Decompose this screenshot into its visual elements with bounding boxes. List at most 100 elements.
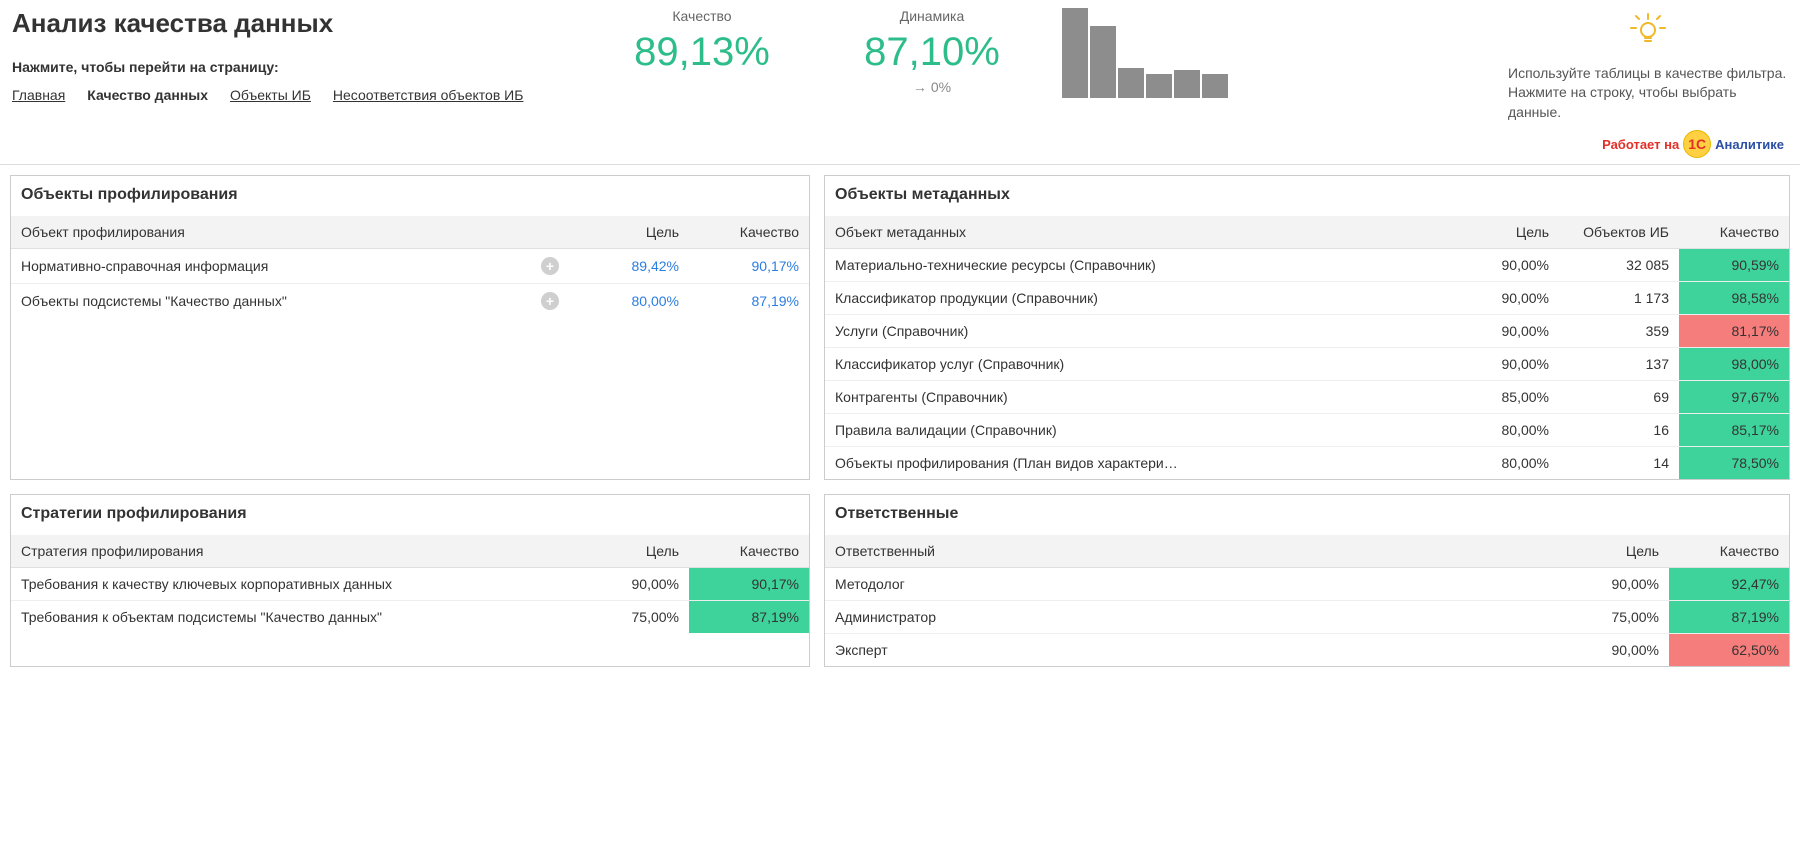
bulb-icon	[1508, 8, 1788, 54]
expand-cell[interactable]: +	[531, 284, 569, 319]
strategies-table: Стратегия профилированияЦельКачество Тре…	[11, 535, 809, 633]
cell-name: Услуги (Справочник)	[825, 315, 1449, 348]
column-header[interactable]: Качество	[1669, 535, 1789, 568]
cell-name: Объекты профилирования (План видов харак…	[825, 447, 1449, 480]
cell-name: Классификатор услуг (Справочник)	[825, 348, 1449, 381]
cell-quality: 81,17%	[1679, 315, 1789, 348]
nav-link[interactable]: Объекты ИБ	[230, 87, 311, 103]
column-header[interactable]: Объектов ИБ	[1559, 216, 1679, 249]
cell-quality: 85,17%	[1679, 414, 1789, 447]
table-row[interactable]: Администратор75,00%87,19%	[825, 601, 1789, 634]
cell-name: Методолог	[825, 568, 1549, 601]
cell-goal: 80,00%	[1449, 447, 1559, 480]
cell-count: 16	[1559, 414, 1679, 447]
bar	[1062, 8, 1088, 98]
plus-icon[interactable]: +	[541, 257, 559, 275]
cell-count: 14	[1559, 447, 1679, 480]
nav-link[interactable]: Качество данных	[87, 87, 208, 103]
table-row[interactable]: Эксперт90,00%62,50%	[825, 634, 1789, 667]
logo-prefix: Работает на	[1602, 137, 1679, 152]
cell-quality: 87,19%	[689, 284, 809, 319]
arrow-right-icon: →	[913, 79, 927, 95]
column-header[interactable]: Цель	[569, 535, 689, 568]
nav-links: Главная Качество данных Объекты ИБ Несоотве…	[12, 87, 572, 103]
column-header[interactable]: Качество	[689, 216, 809, 249]
nav-link[interactable]: Главная	[12, 87, 65, 103]
responsible-table: ОтветственныйЦельКачество Методолог90,00…	[825, 535, 1789, 666]
bar	[1090, 26, 1116, 98]
cell-quality: 98,00%	[1679, 348, 1789, 381]
logo-row: Работает на 1С Аналитике	[0, 122, 1800, 164]
cell-goal: 90,00%	[1549, 568, 1669, 601]
cell-name: Нормативно-справочная информация	[11, 249, 531, 284]
cell-name: Требования к объектам подсистемы "Качест…	[11, 601, 569, 634]
cell-goal: 80,00%	[1449, 414, 1559, 447]
profiling-table: Объект профилирования ЦельКачество Нормат…	[11, 216, 809, 318]
column-header[interactable]: Качество	[1679, 216, 1789, 249]
cell-quality: 62,50%	[1669, 634, 1789, 667]
table-row[interactable]: Классификатор продукции (Справочник)90,0…	[825, 282, 1789, 315]
bar	[1174, 70, 1200, 98]
kpi-dynamics-delta: → 0%	[832, 79, 1032, 95]
table-row[interactable]: Требования к объектам подсистемы "Качест…	[11, 601, 809, 634]
metadata-table: Объект метаданныхЦельОбъектов ИБКачество…	[825, 216, 1789, 479]
kpi-dynamics: Динамика 87,10% → 0%	[832, 8, 1032, 95]
column-header[interactable]: Объект метаданных	[825, 216, 1449, 249]
cell-goal: 75,00%	[1549, 601, 1669, 634]
cell-count: 69	[1559, 381, 1679, 414]
page-title: Анализ качества данных	[12, 8, 572, 39]
table-row[interactable]: Правила валидации (Справочник)80,00%1685…	[825, 414, 1789, 447]
cell-count: 1 173	[1559, 282, 1679, 315]
expand-cell[interactable]: +	[531, 249, 569, 284]
tip-block: Используйте таблицы в качестве фильтра. …	[1508, 8, 1788, 122]
kpi-quality: Качество 89,13%	[572, 8, 832, 75]
table-row[interactable]: Материально-технические ресурсы (Справоч…	[825, 249, 1789, 282]
cell-count: 32 085	[1559, 249, 1679, 282]
table-row[interactable]: Классификатор услуг (Справочник)90,00%13…	[825, 348, 1789, 381]
panel-metadata-title: Объекты метаданных	[825, 176, 1789, 216]
cell-name: Классификатор продукции (Справочник)	[825, 282, 1449, 315]
column-header[interactable]: Цель	[569, 216, 689, 249]
panel-responsible: Ответственные ОтветственныйЦельКачество …	[824, 494, 1790, 667]
cell-quality: 90,59%	[1679, 249, 1789, 282]
nav-link[interactable]: Несоответствия объектов ИБ	[333, 87, 524, 103]
cell-name: Администратор	[825, 601, 1549, 634]
table-row[interactable]: Требования к качеству ключевых корпорати…	[11, 568, 809, 601]
kpi-dynamics-label: Динамика	[832, 8, 1032, 24]
column-header[interactable]: Цель	[1449, 216, 1559, 249]
table-row[interactable]: Контрагенты (Справочник)85,00%6997,67%	[825, 381, 1789, 414]
table-row[interactable]: Методолог90,00%92,47%	[825, 568, 1789, 601]
table-row[interactable]: Объекты профилирования (План видов харак…	[825, 447, 1789, 480]
column-header[interactable]: Ответственный	[825, 535, 1549, 568]
column-header[interactable]: Стратегия профилирования	[11, 535, 569, 568]
panels-grid: Объекты профилирования Объект профилиров…	[0, 175, 1800, 677]
column-header[interactable]	[531, 216, 569, 249]
cell-goal: 80,00%	[569, 284, 689, 319]
cell-quality: 90,17%	[689, 568, 809, 601]
cell-quality: 87,19%	[689, 601, 809, 634]
kpi-bars-wrap	[1032, 8, 1252, 104]
column-header[interactable]: Объект профилирования	[11, 216, 531, 249]
column-header[interactable]: Качество	[689, 535, 809, 568]
logo-badge: 1С	[1683, 130, 1711, 158]
cell-count: 359	[1559, 315, 1679, 348]
table-row[interactable]: Услуги (Справочник)90,00%35981,17%	[825, 315, 1789, 348]
plus-icon[interactable]: +	[541, 292, 559, 310]
cell-goal: 90,00%	[1549, 634, 1669, 667]
cell-quality: 97,67%	[1679, 381, 1789, 414]
header-left: Анализ качества данных Нажмите, чтобы пе…	[12, 8, 572, 103]
table-row[interactable]: Объекты подсистемы "Качество данных"+80,…	[11, 284, 809, 319]
kpi-delta-text: 0%	[931, 79, 951, 95]
table-row[interactable]: Нормативно-справочная информация+89,42%9…	[11, 249, 809, 284]
cell-name: Материально-технические ресурсы (Справоч…	[825, 249, 1449, 282]
bar	[1146, 74, 1172, 98]
bar	[1118, 68, 1144, 98]
cell-name: Контрагенты (Справочник)	[825, 381, 1449, 414]
panel-responsible-title: Ответственные	[825, 495, 1789, 535]
tip-text: Используйте таблицы в качестве фильтра. …	[1508, 64, 1788, 123]
bar	[1202, 74, 1228, 98]
column-header[interactable]: Цель	[1549, 535, 1669, 568]
cell-quality: 92,47%	[1669, 568, 1789, 601]
cell-goal: 90,00%	[1449, 348, 1559, 381]
cell-quality: 78,50%	[1679, 447, 1789, 480]
